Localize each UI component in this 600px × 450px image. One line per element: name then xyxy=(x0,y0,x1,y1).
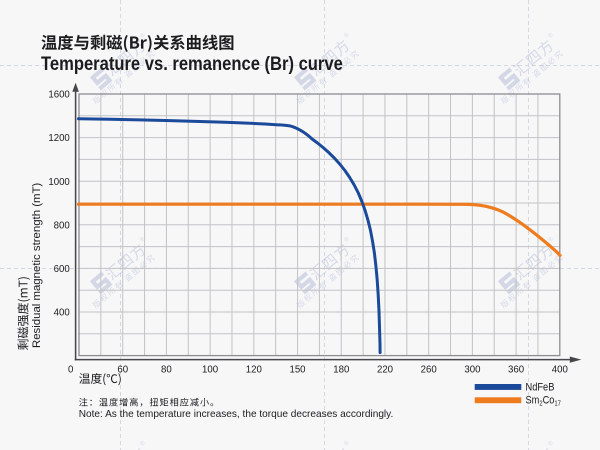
svg-text:120: 120 xyxy=(246,364,262,375)
svg-text:260: 260 xyxy=(421,364,437,375)
svg-text:180: 180 xyxy=(333,364,349,375)
svg-text:100: 100 xyxy=(202,364,218,375)
svg-text:Sm2Co17: Sm2Co17 xyxy=(526,395,562,408)
svg-text:150: 150 xyxy=(289,364,305,375)
svg-text:220: 220 xyxy=(377,364,393,375)
svg-text:400: 400 xyxy=(54,307,70,318)
svg-text:Residual magnetic strength (mT: Residual magnetic strength (mT) xyxy=(31,183,43,348)
svg-text:360: 360 xyxy=(508,364,524,375)
svg-text:0: 0 xyxy=(68,364,74,375)
svg-text:300: 300 xyxy=(464,364,480,375)
svg-text:1600: 1600 xyxy=(48,89,70,100)
svg-text:400: 400 xyxy=(552,364,568,375)
svg-text:Note: As the temperature incre: Note: As the temperature increases, the … xyxy=(79,409,394,420)
svg-text:600: 600 xyxy=(54,264,70,275)
svg-text:Temperature vs. remanence (Br): Temperature vs. remanence (Br) curve xyxy=(41,53,343,74)
svg-text:1200: 1200 xyxy=(48,133,70,144)
svg-text:60: 60 xyxy=(117,364,128,375)
svg-text:800: 800 xyxy=(54,220,70,231)
svg-text:80: 80 xyxy=(161,364,172,375)
svg-text:1000: 1000 xyxy=(48,176,70,187)
svg-text:NdFeB: NdFeB xyxy=(526,382,555,394)
